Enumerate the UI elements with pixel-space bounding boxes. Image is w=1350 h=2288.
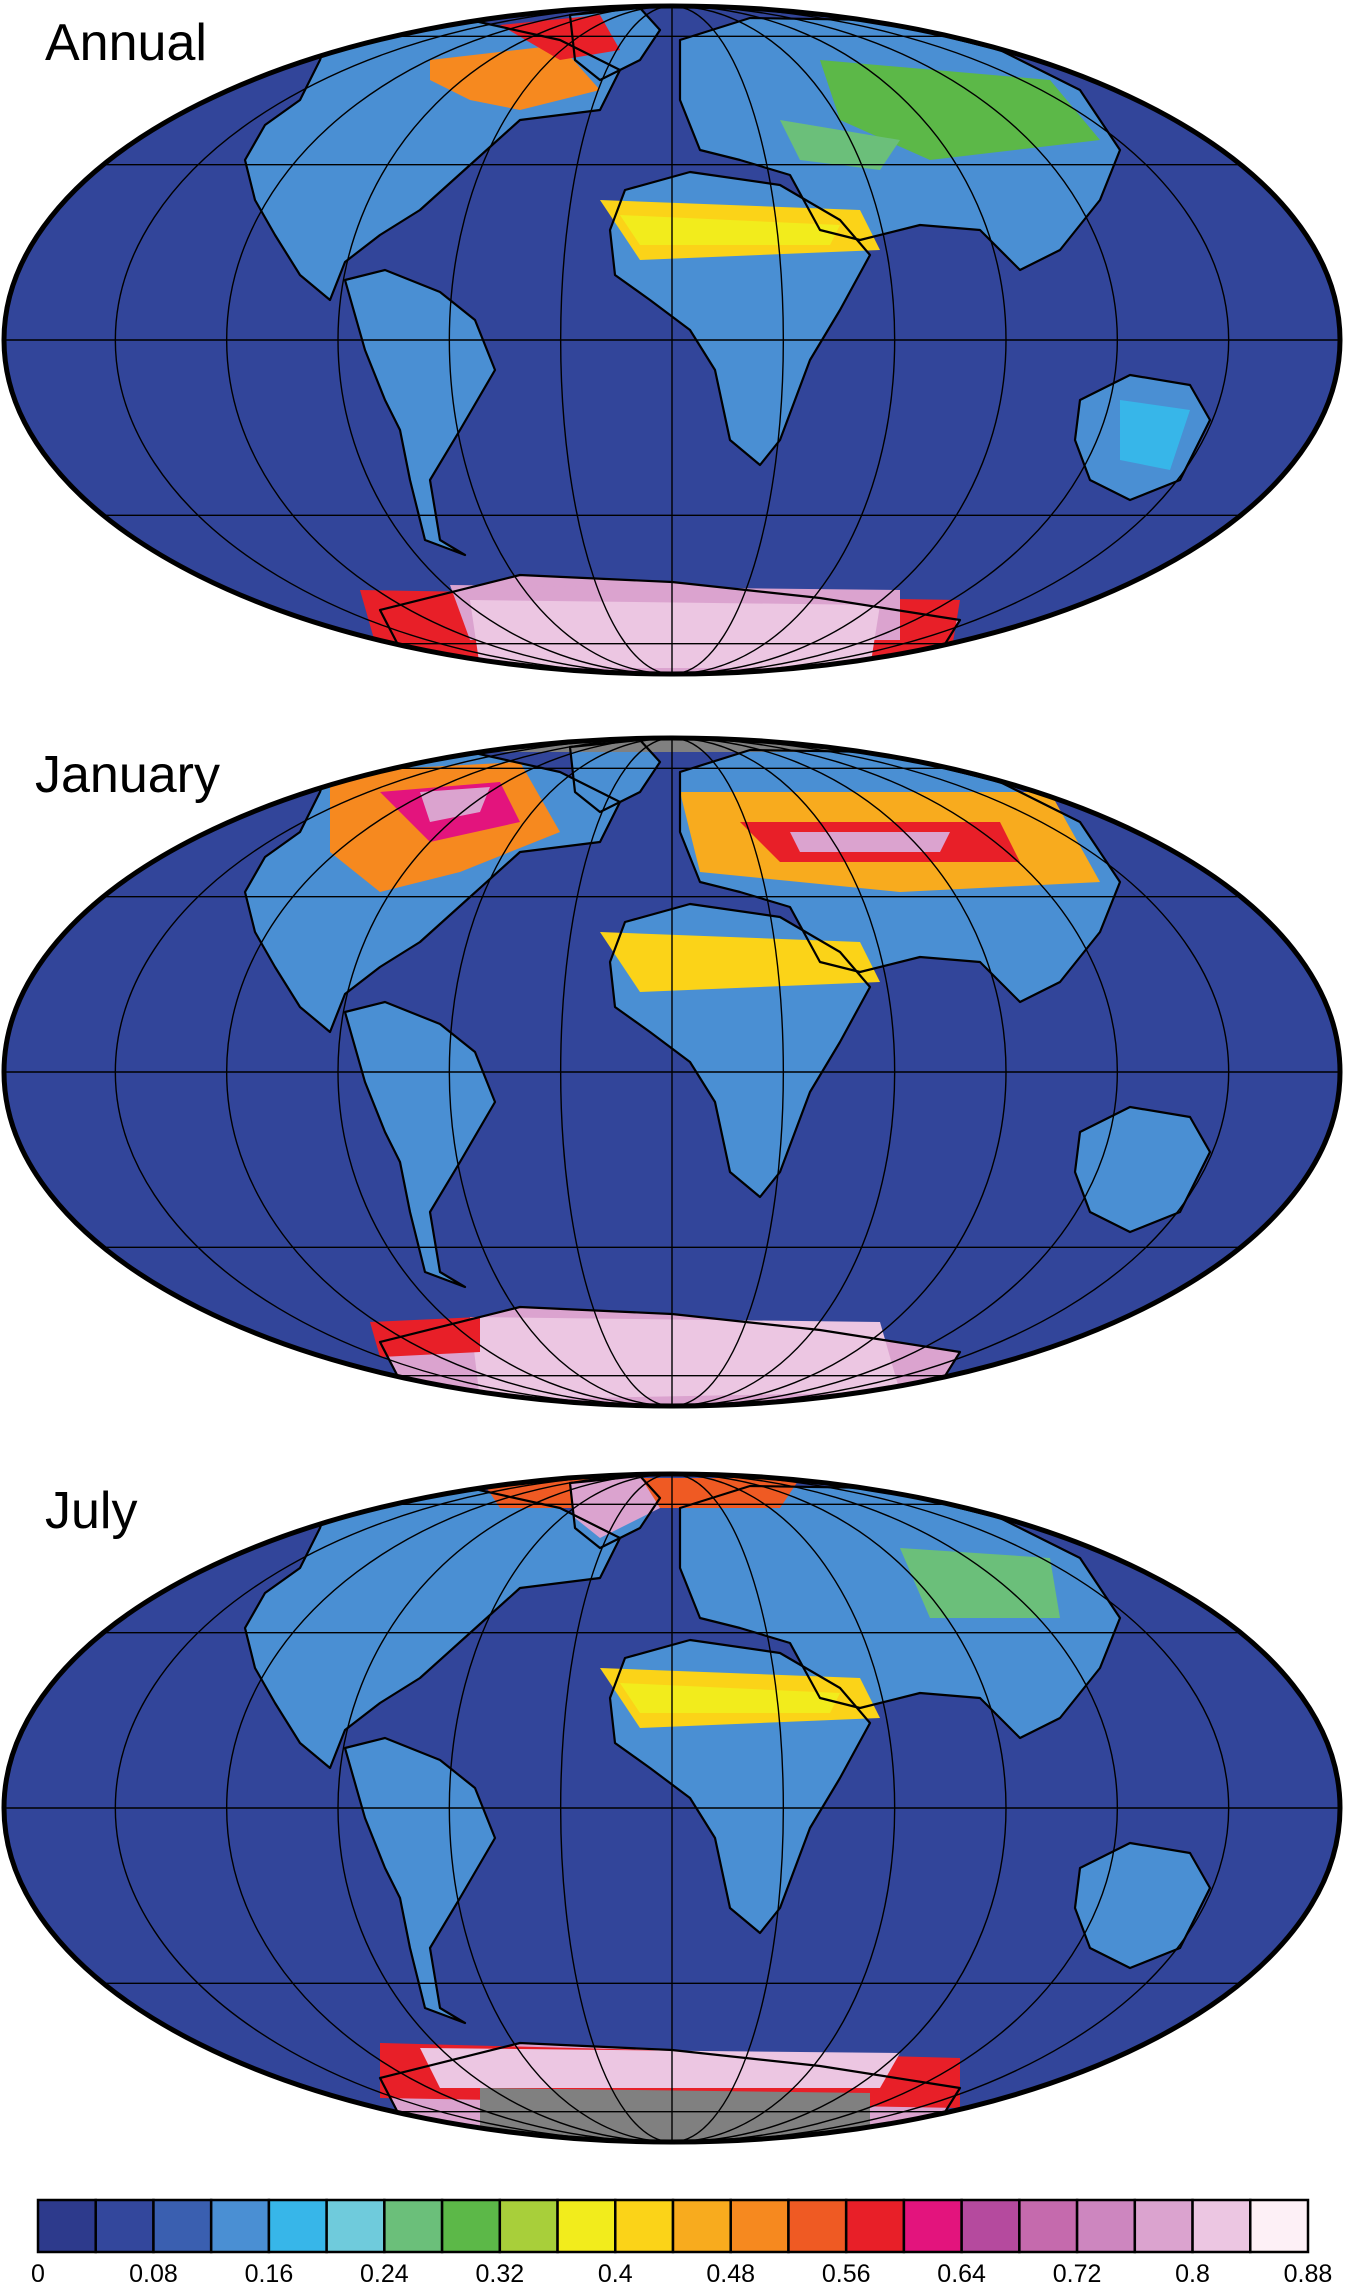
colorbar-swatch [440,2198,502,2254]
south-america-land [345,1002,495,1287]
colorbar-tick-label: 0.64 [937,2260,986,2288]
colorbar-swatch [787,2198,848,2254]
map-border [1,735,1343,1409]
south-america-coastline [343,1000,497,1289]
colorbar-tick-label: 0.72 [1053,2260,1102,2288]
south-america-coastline [343,1736,497,2025]
south-america-coastline [343,268,497,557]
colorbar-swatch [960,2198,1021,2254]
colorbar-swatch [729,2198,790,2254]
colorbar-swatch [94,2198,155,2254]
colorbar-tick-label: 0.56 [822,2260,871,2288]
colorbar-tick-label: 0.4 [598,2260,633,2288]
field-patch [430,45,600,110]
colorbar-tick-label: 0.88 [1284,2260,1333,2288]
colorbar-tick-label: 0.48 [706,2260,755,2288]
colorbar-swatch [1075,2198,1137,2254]
north-america-land [245,1488,620,1768]
field-patch [900,1548,1060,1618]
field-patch [470,1317,900,1400]
field-patch [470,600,880,668]
colorbar-swatch [556,2198,617,2254]
colorbar-swatch [1191,2198,1252,2254]
field-patches [300,738,1100,1400]
australia-coastline [1073,373,1212,502]
greenland-land [570,740,660,812]
map-border [1,1471,1343,2145]
colorbar-swatch [152,2198,213,2254]
colorbar-tick-label: 0.24 [360,2260,409,2288]
field-patch [620,215,840,245]
colorbar-swatch [1249,2198,1310,2254]
colorbar-swatch [614,2198,675,2254]
colorbar-swatch [36,2198,97,2254]
panel-label: Annual [45,14,207,72]
colorbar-swatch [902,2198,963,2254]
south-america-land [345,270,495,555]
panel-label: July [45,1482,137,1540]
colorbar-tick-label: 0.08 [129,2260,178,2288]
colorbar-swatch [671,2198,732,2254]
field-patch [820,60,1100,160]
panel-label: January [35,746,220,804]
colorbar-tick-label: 0.16 [245,2260,294,2288]
africa-coastline [608,902,872,1199]
colorbar-swatch [325,2198,386,2254]
africa-coastline [608,1638,872,1935]
colorbar-swatch [1018,2198,1079,2254]
colorbar-swatch [498,2198,559,2254]
colorbar-swatch [209,2198,271,2254]
colorbar-tick-label: 0 [31,2260,45,2288]
map-panel-annual: Annual [1,3,1343,677]
field-patches [360,15,1190,668]
field-patch [300,738,1000,752]
field-patch [600,932,880,992]
field-patch [570,1476,660,1538]
coastlines [243,6,1212,674]
colorbar: 0 0.08 0.16 0.24 0.32 0.4 0.48 0.56 0.64 0.72 0.8 0… [31,2198,1333,2288]
field-patch [780,120,900,170]
colorbar-swatch [383,2198,444,2254]
map-panel-july: July [1,1471,1343,2145]
field-patch [620,1683,840,1713]
field-patch [420,787,490,822]
field-patch [1120,400,1190,470]
africa-coastline [608,170,872,467]
field-patch [370,1317,480,1357]
colorbar-tick-label: 0.8 [1175,2260,1210,2288]
colorbar-swatch [1133,2198,1194,2254]
field-patch [500,15,620,60]
map-panel-january: January [1,735,1343,1409]
field-patch [790,832,950,852]
colorbar-swatch [844,2198,906,2254]
south-america-land [345,1738,495,2023]
australia-coastline [1073,1105,1212,1234]
colorbar-swatch [267,2198,328,2254]
colorbar-tick-label: 0.32 [475,2260,524,2288]
map-border [1,3,1343,677]
eurasia-land [680,1486,1120,1738]
australia-coastline [1073,1841,1212,1970]
